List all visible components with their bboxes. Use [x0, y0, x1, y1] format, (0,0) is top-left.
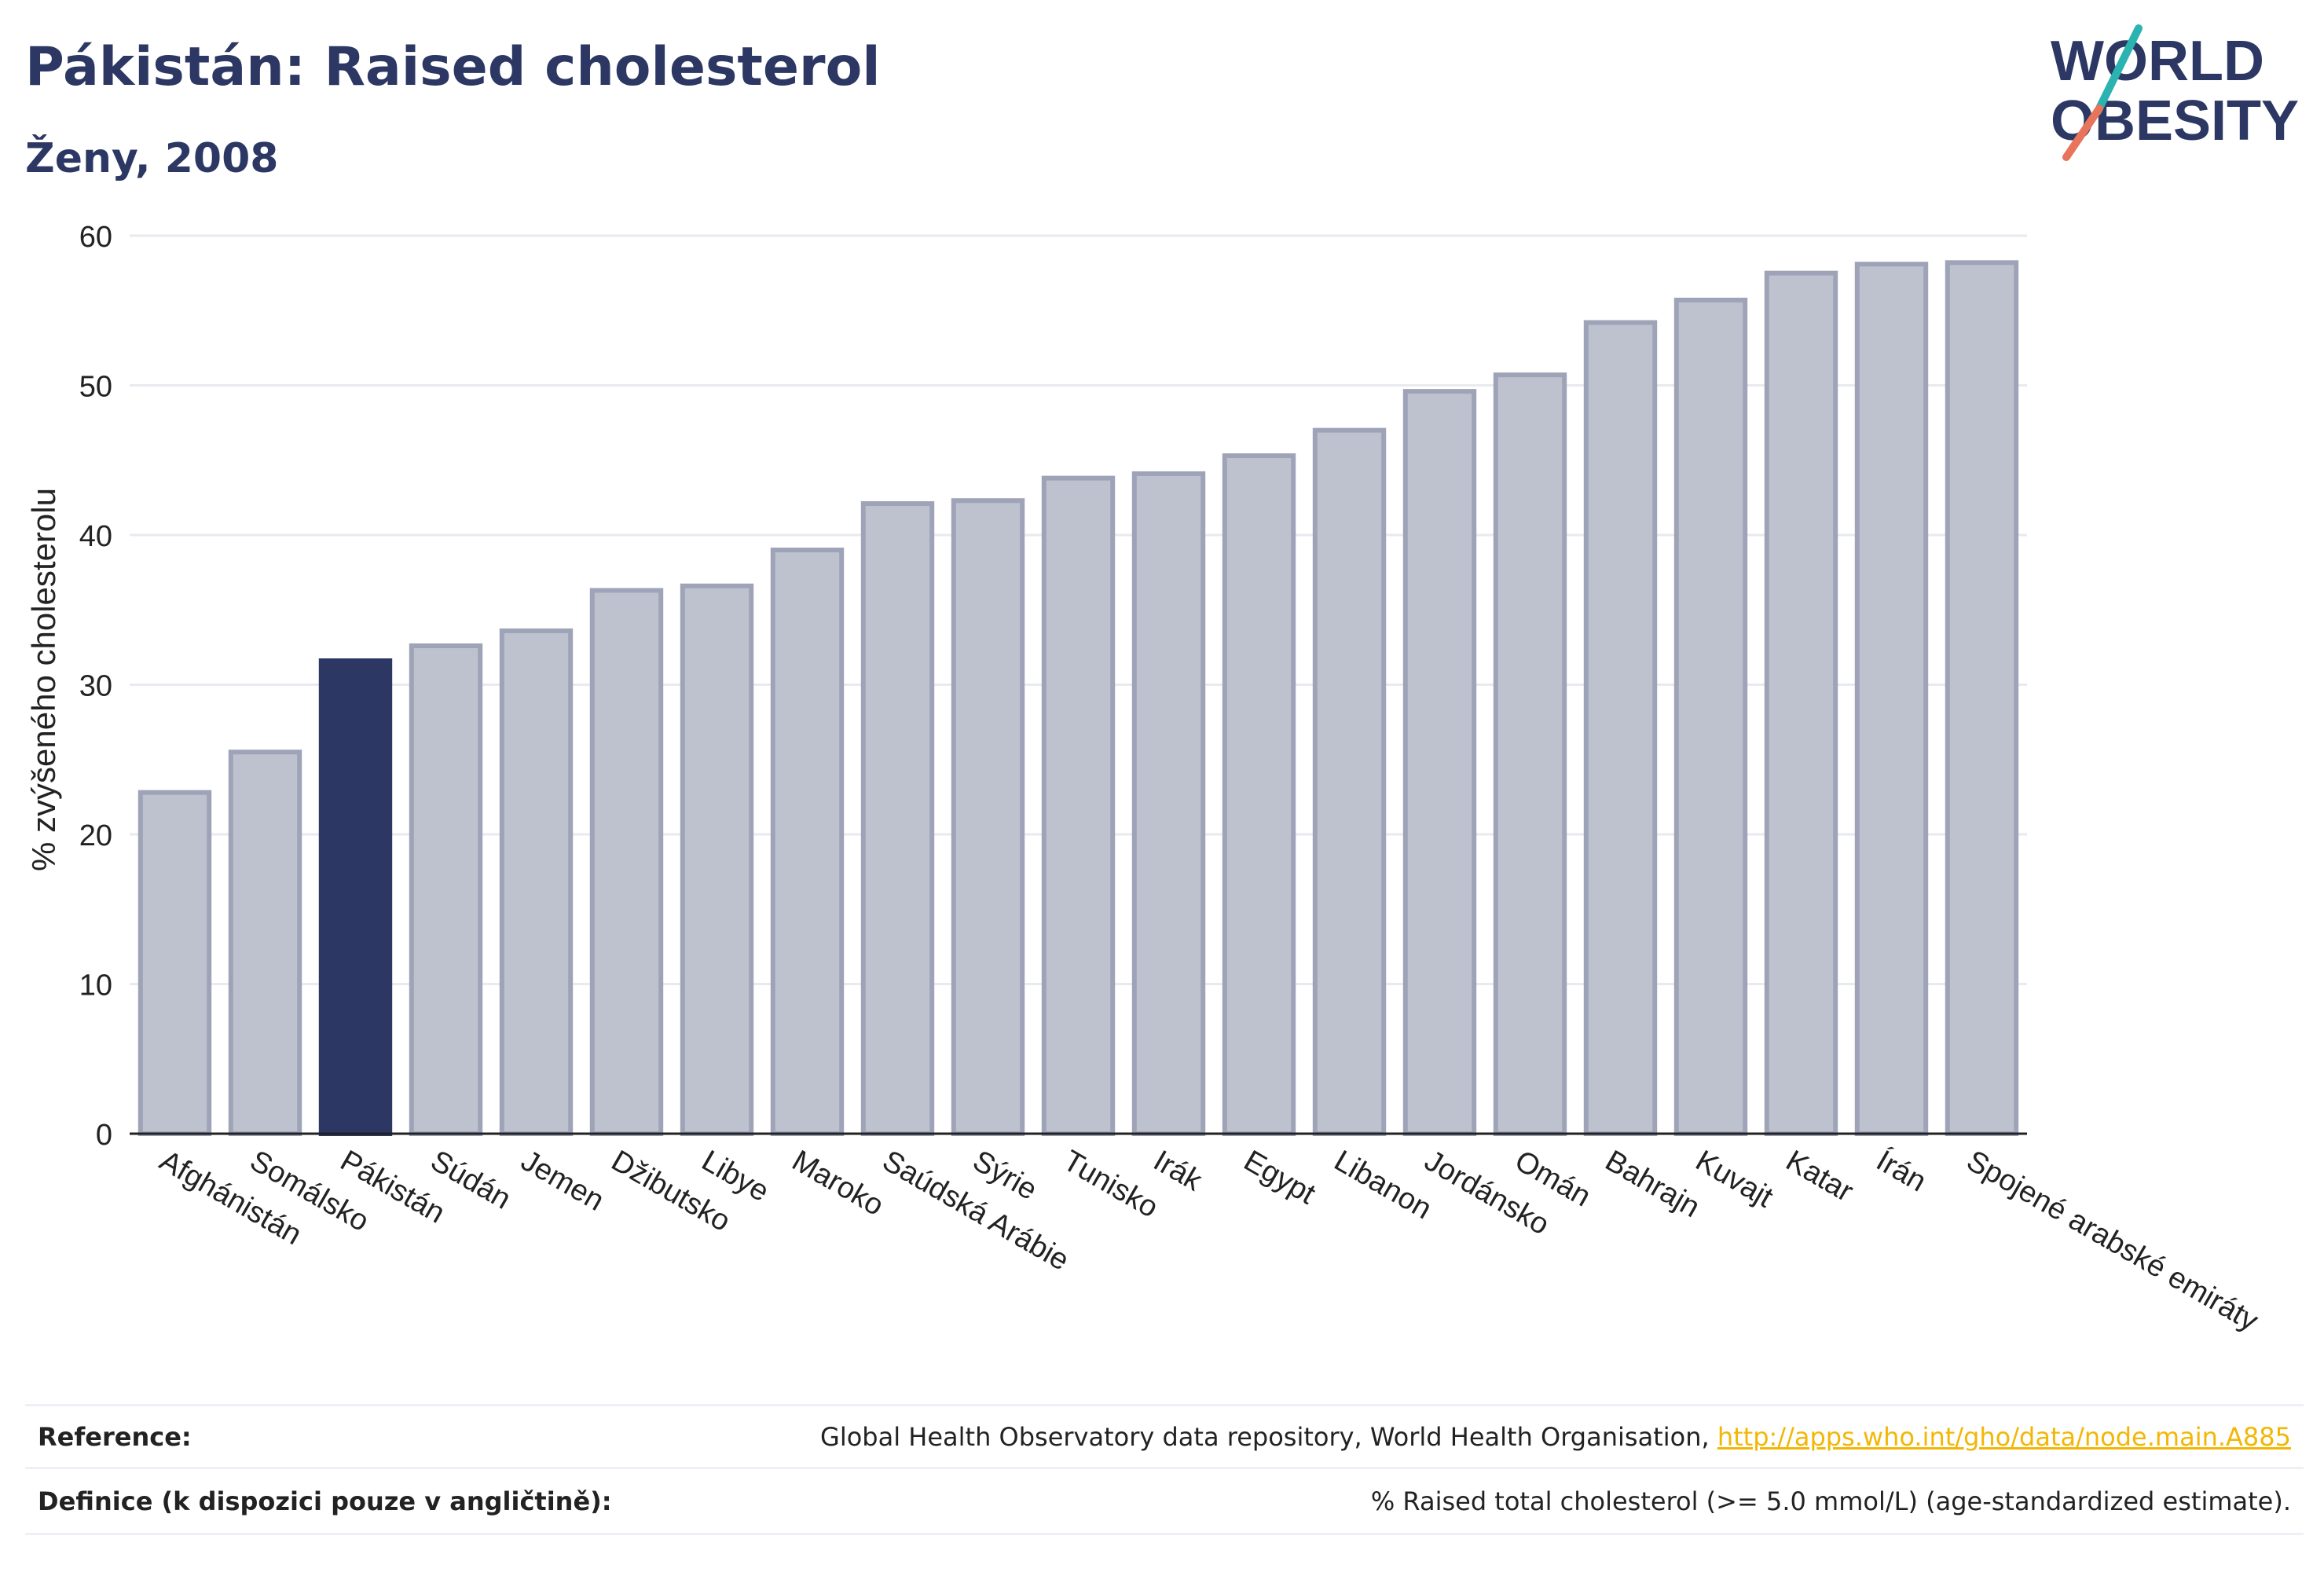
- bar-Maroko: [770, 548, 845, 1136]
- bar-Tunisko: [1041, 475, 1116, 1136]
- y-tick-label: 60: [79, 221, 112, 254]
- logo-slash-top: [2094, 24, 2143, 115]
- definition-value: % Raised total cholesterol (>= 5.0 mmol/…: [1370, 1486, 2291, 1516]
- x-tick-label: Egypt: [1238, 1144, 1321, 1211]
- reference-text: Global Health Observatory data repositor…: [820, 1422, 1717, 1452]
- bar-Katar: [1764, 270, 1838, 1136]
- x-tick-label: Jemen: [515, 1144, 610, 1217]
- bar-chart: 0102030405060AfghánistánSomálskoPákistán…: [25, 221, 2264, 1338]
- y-axis-label: % zvýšeného cholesterolu: [25, 488, 62, 871]
- logo-word-world: WORLD: [2051, 30, 2264, 93]
- bar-Írán: [1854, 262, 1929, 1137]
- y-tick-label: 40: [79, 520, 112, 553]
- bar-Egypt: [1222, 453, 1296, 1136]
- x-tick-label: Spojené arabské emiráty: [1961, 1144, 2264, 1338]
- logo-slash-bottom: [2062, 104, 2103, 161]
- y-tick-label: 10: [79, 969, 112, 1002]
- bar-Libanon: [1312, 427, 1387, 1136]
- bar-Somálsko: [228, 750, 302, 1136]
- bar-Spojené arabské emiráty: [1945, 260, 2019, 1136]
- bar-Saúdská Arábie: [860, 500, 935, 1136]
- bar-Súdán: [409, 643, 483, 1136]
- x-tick-label: Irák: [1148, 1144, 1208, 1198]
- world-obesity-logo: WORLD OBESITY: [2051, 24, 2299, 161]
- chart-title: Pákistán: Raised cholesterol: [25, 36, 881, 98]
- x-tick-label: Katar: [1780, 1144, 1859, 1208]
- x-tick-label: Bahrajn: [1600, 1144, 1705, 1224]
- bar-Pákistán: [318, 658, 393, 1136]
- y-tick-label: 20: [79, 819, 112, 852]
- footer-definition-row: Definice (k dispozici pouze v angličtině…: [25, 1467, 2304, 1535]
- bar-Kuvajt: [1673, 297, 1748, 1136]
- reference-label: Reference:: [38, 1422, 192, 1452]
- bar-Irák: [1131, 471, 1206, 1136]
- y-tick-label: 0: [96, 1119, 112, 1152]
- bar-Džibutsko: [589, 588, 664, 1136]
- bar-Sýrie: [951, 498, 1025, 1136]
- bars: [137, 260, 2019, 1137]
- x-tick-label: Libanon: [1329, 1144, 1437, 1226]
- x-tick-label: Maroko: [786, 1144, 889, 1222]
- y-tick-label: 50: [79, 371, 112, 404]
- bar-Bahrajn: [1583, 320, 1658, 1136]
- definition-label: Definice (k dispozici pouze v angličtině…: [38, 1486, 612, 1516]
- reference-value: Global Health Observatory data repositor…: [820, 1422, 2291, 1452]
- reference-link[interactable]: http://apps.who.int/gho/data/node.main.A…: [1717, 1422, 2291, 1452]
- chart-subtitle: Ženy, 2008: [25, 135, 279, 182]
- x-tick-label: Írán: [1871, 1144, 1932, 1199]
- footer-bottom-border: [25, 1533, 2304, 1535]
- y-tick-label: 30: [79, 670, 112, 703]
- bar-Jemen: [499, 628, 574, 1136]
- bar-Omán: [1493, 372, 1567, 1137]
- x-tick-label: Tunisko: [1058, 1144, 1164, 1224]
- x-tick-label: Kuvajt: [1690, 1144, 1779, 1214]
- bar-Jordánsko: [1402, 389, 1477, 1136]
- bar-Libye: [680, 583, 754, 1136]
- footer-reference-row: Reference: Global Health Observatory dat…: [25, 1404, 2304, 1469]
- bar-Afghánistán: [137, 790, 212, 1136]
